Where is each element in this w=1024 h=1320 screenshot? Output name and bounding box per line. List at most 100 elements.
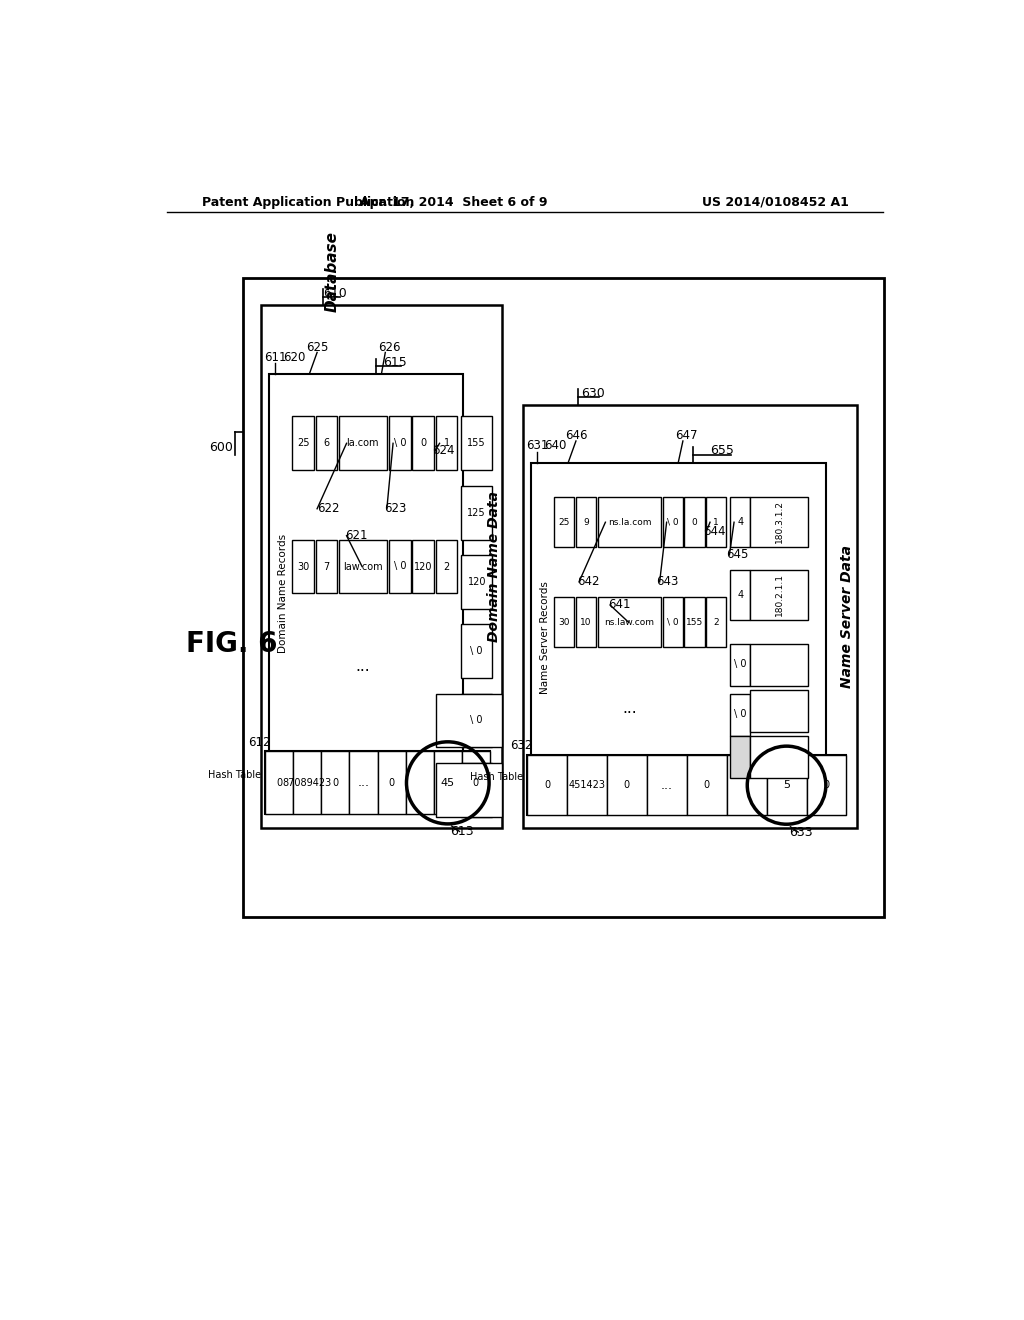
Text: \ 0: \ 0 [734,709,746,719]
Text: 4: 4 [737,517,743,527]
Text: 30: 30 [297,561,309,572]
Bar [647,755,687,816]
Text: 625: 625 [306,341,329,354]
Bar [575,498,596,548]
Bar [684,597,705,647]
Text: 87089423: 87089423 [283,777,332,788]
Text: Name Server Data: Name Server Data [841,545,854,688]
Text: 647: 647 [675,429,697,442]
Text: 30: 30 [558,618,570,627]
Bar [730,644,751,686]
Text: ...: ... [357,776,370,789]
Text: 2: 2 [443,561,450,572]
Text: 0: 0 [333,777,339,788]
Text: \ 0: \ 0 [667,618,679,627]
Text: 615: 615 [383,356,407,370]
Bar [751,737,809,779]
Bar [523,405,856,829]
Text: ...: ... [623,701,637,717]
Text: 630: 630 [582,387,605,400]
Text: 0: 0 [624,780,630,791]
Text: 612: 612 [248,735,270,748]
Bar [389,416,411,470]
Text: 624: 624 [432,445,455,458]
Text: 623: 623 [384,502,407,515]
Bar [269,374,463,813]
Bar [730,737,751,779]
Bar [751,498,809,548]
Text: 0: 0 [473,777,479,788]
Text: ...: ... [660,779,673,792]
Text: 622: 622 [317,502,340,515]
Text: 640: 640 [545,440,567,453]
Bar [554,597,574,647]
Text: 155: 155 [686,618,703,627]
Bar [435,416,458,470]
Bar [730,498,751,548]
Text: 7: 7 [324,561,330,572]
Text: 6: 6 [324,438,330,449]
Text: 10: 10 [581,618,592,627]
Bar [807,755,847,816]
Bar [243,277,885,917]
Text: 45: 45 [440,777,455,788]
Text: Hash Table: Hash Table [208,770,261,780]
Text: 120: 120 [414,561,432,572]
Text: 621: 621 [345,529,368,543]
Text: 4: 4 [737,590,743,601]
Text: Name Server Records: Name Server Records [540,581,550,694]
Text: \ 0: \ 0 [394,438,407,449]
Text: 125: 125 [467,508,486,517]
Text: 645: 645 [726,548,749,561]
Bar [435,540,458,594]
Text: 646: 646 [564,429,587,442]
Bar [727,755,767,816]
Text: 631: 631 [526,440,549,453]
Text: 600: 600 [209,441,232,454]
Bar [261,305,502,829]
Bar [292,540,314,594]
Text: 626: 626 [378,341,400,354]
Bar [315,416,337,470]
Bar [751,644,809,686]
Bar [435,763,502,817]
Text: \ 0: \ 0 [734,659,746,669]
Bar [767,755,807,816]
Text: \ 0: \ 0 [470,715,483,726]
Text: 155: 155 [467,438,486,449]
Text: 1: 1 [714,517,719,527]
Bar [663,597,683,647]
Bar [598,597,662,647]
Text: 2: 2 [714,618,719,627]
Bar [315,540,337,594]
Bar [707,597,726,647]
Bar [575,597,596,647]
Text: 633: 633 [788,825,812,838]
Bar [435,693,502,747]
Text: FIG. 6: FIG. 6 [186,630,278,657]
Bar [339,416,387,470]
Bar [527,755,847,816]
Text: ns.la.com: ns.la.com [607,517,651,527]
Text: 641: 641 [608,598,631,611]
Text: 451423: 451423 [568,780,605,791]
Bar [339,540,387,594]
Text: 0: 0 [703,780,710,791]
Bar [461,693,493,747]
Text: 632: 632 [510,739,532,752]
Bar [461,763,493,817]
Bar [265,751,489,814]
Text: 25: 25 [559,517,570,527]
Text: 655: 655 [711,445,734,458]
Bar [406,751,434,814]
Text: 610: 610 [323,286,347,300]
Bar [462,751,489,814]
Text: 642: 642 [578,576,600,589]
Bar [292,416,314,470]
Text: 0: 0 [823,780,829,791]
Text: \ 0: \ 0 [470,647,483,656]
Text: la.com: la.com [346,438,379,449]
Text: 644: 644 [703,525,726,539]
Bar [607,755,647,816]
Bar [687,755,727,816]
